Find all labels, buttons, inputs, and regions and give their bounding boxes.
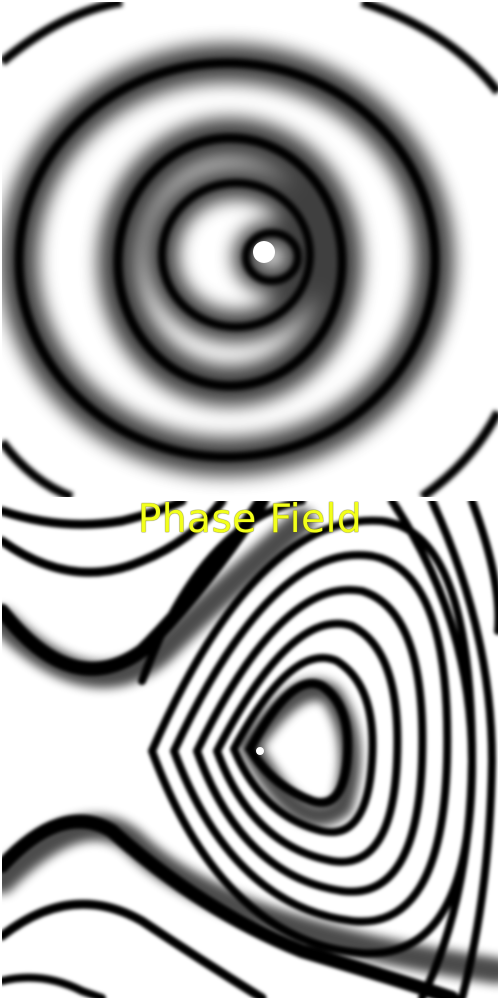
phase-field-image — [2, 501, 498, 998]
phase-field-panel — [2, 501, 498, 998]
phase-field-caption: Phase Field — [137, 497, 363, 542]
panel-divider — [0, 497, 500, 501]
amplitude-field-panel — [2, 2, 498, 497]
amplitude-field-image — [2, 2, 498, 497]
